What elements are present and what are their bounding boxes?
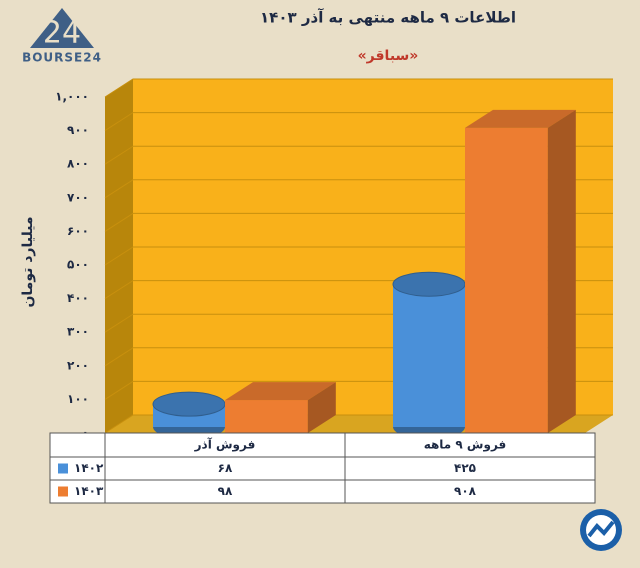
data-table: فروش آذر فروش ۹ ماهه ۱۴۰۲ ۶۸ ۴۲۵ ۱۴۰۳ ۹۸ ۹۰۸ (49, 432, 596, 504)
logo-shape (30, 8, 94, 48)
value-label: ۴۲۵ (454, 461, 476, 475)
bar (465, 127, 548, 434)
bar-top (465, 109, 576, 128)
bar (393, 284, 465, 427)
logo: 24 BOURSE24 (22, 8, 102, 65)
y-axis-label: میلیارد تومان (20, 216, 36, 307)
value-label: ۶۸ (218, 461, 233, 475)
y-tick-label: ۷۰۰ (67, 190, 89, 204)
icon-arrow (587, 520, 615, 538)
y-tick-label: ۲۰۰ (67, 358, 89, 372)
y-tick-label: ۱,۰۰۰ (55, 90, 89, 104)
grid-line (104, 179, 613, 199)
chart-subtitle: «سباقر» (358, 48, 419, 64)
y-tick-label: ۵۰۰ (67, 258, 89, 272)
bar-top (392, 271, 466, 297)
y-tick-label: ۱۰۰ (67, 392, 89, 406)
grid-line (104, 246, 613, 266)
y-tick-label: ۸۰۰ (67, 157, 89, 171)
legend-key (58, 486, 68, 497)
category-label: فروش آذر (194, 437, 256, 453)
legend-label: ۱۴۰۳ (74, 484, 104, 498)
value-label: ۹۰۸ (454, 484, 477, 498)
grid-line (104, 145, 613, 165)
table-background (49, 432, 596, 504)
y-tick-label: ۶۰۰ (67, 224, 89, 238)
grid-line (104, 212, 613, 232)
logo-mark: 24 (43, 16, 81, 51)
legend-key (58, 463, 68, 474)
category-label: فروش ۹ ماهه (424, 438, 507, 453)
icon (580, 509, 622, 551)
bar (225, 400, 308, 433)
y-tick-label: ۳۰۰ (67, 325, 89, 339)
chart-title: اطلاعات ۹ ماهه منتهی به آذر ۱۴۰۳ (260, 9, 516, 27)
legend-label: ۱۴۰۲ (74, 461, 104, 475)
grid-line (104, 112, 613, 132)
bar-top (225, 382, 336, 401)
bar-top (152, 391, 226, 417)
value-label: ۹۸ (218, 484, 233, 498)
bar-side (307, 382, 336, 433)
y-tick-label: ۴۰۰ (67, 291, 89, 305)
y-tick-label: ۹۰۰ (67, 123, 89, 137)
grid-line (104, 78, 613, 98)
bar-side (547, 109, 576, 434)
logo-name: BOURSE24 (22, 51, 102, 65)
